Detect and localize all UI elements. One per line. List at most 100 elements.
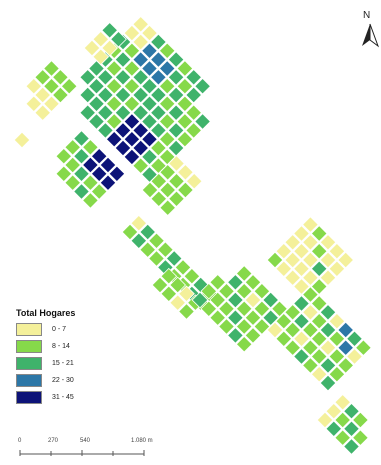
census-block xyxy=(158,42,176,60)
census-block xyxy=(141,42,158,60)
legend-swatch xyxy=(16,390,42,404)
census-block xyxy=(293,278,310,295)
census-block xyxy=(337,251,355,269)
census-block xyxy=(132,15,150,33)
census-block xyxy=(302,286,319,303)
census-block xyxy=(64,156,82,174)
census-block xyxy=(310,348,328,365)
census-block xyxy=(79,68,97,86)
census-block xyxy=(319,303,337,321)
census-block xyxy=(176,113,194,130)
census-block xyxy=(99,174,117,192)
census-block xyxy=(130,214,148,232)
census-block xyxy=(73,147,90,165)
census-block xyxy=(275,330,293,348)
census-block xyxy=(88,113,105,130)
census-block xyxy=(90,147,108,165)
census-block xyxy=(293,312,310,330)
scale-bar: 0 270 540 1.080 m xyxy=(18,438,158,458)
scale-label-1080: 1.080 m xyxy=(131,438,153,444)
census-block xyxy=(337,339,355,357)
census-block xyxy=(328,260,346,278)
census-block xyxy=(160,285,178,303)
census-block xyxy=(262,309,280,327)
census-block xyxy=(302,251,319,269)
census-block xyxy=(123,24,141,42)
census-block xyxy=(150,104,167,122)
census-block xyxy=(227,291,244,309)
census-block xyxy=(244,309,262,327)
census-block xyxy=(235,300,253,318)
census-block xyxy=(266,321,284,339)
census-block xyxy=(157,241,174,259)
census-block xyxy=(167,139,185,157)
census-block xyxy=(123,113,141,130)
census-block xyxy=(293,295,310,312)
census-block xyxy=(235,318,253,335)
legend-rows: 0 - 7 8 - 14 15 - 21 22 - 30 31 - 45 xyxy=(16,321,106,405)
census-block xyxy=(328,348,346,365)
census-block xyxy=(159,163,177,181)
legend-label: 31 - 45 xyxy=(52,393,74,401)
census-block xyxy=(178,285,195,303)
census-block xyxy=(114,139,132,157)
census-block xyxy=(123,148,141,166)
census-block xyxy=(99,156,117,174)
census-block xyxy=(352,429,369,447)
census-block xyxy=(43,95,60,113)
census-block xyxy=(302,303,319,321)
census-block xyxy=(150,68,167,86)
census-block xyxy=(235,282,253,300)
census-block xyxy=(167,122,185,139)
census-block xyxy=(352,411,369,429)
scale-label-270: 270 xyxy=(48,438,59,444)
census-block xyxy=(82,138,99,156)
census-block xyxy=(114,122,132,139)
census-block xyxy=(185,122,203,139)
census-block xyxy=(310,225,328,242)
census-block xyxy=(141,24,158,42)
census-block xyxy=(101,21,119,39)
legend-label: 8 - 14 xyxy=(52,342,70,350)
census-block xyxy=(185,68,203,86)
census-block xyxy=(158,77,176,95)
census-block xyxy=(178,303,195,320)
legend-row: 31 - 45 xyxy=(16,389,106,405)
census-block xyxy=(218,282,235,300)
census-block xyxy=(141,95,158,113)
census-block xyxy=(132,139,150,157)
legend-row: 15 - 21 xyxy=(16,355,106,371)
census-block xyxy=(185,86,203,104)
census-block xyxy=(310,312,328,330)
census-block xyxy=(302,216,319,233)
census-block xyxy=(310,365,328,383)
census-block xyxy=(293,330,310,348)
census-block xyxy=(132,68,150,86)
census-block xyxy=(334,411,352,429)
census-block xyxy=(73,130,90,147)
census-block xyxy=(123,130,141,148)
census-block xyxy=(284,269,302,287)
census-block xyxy=(123,95,141,113)
census-block xyxy=(194,113,211,130)
census-block xyxy=(141,60,158,77)
census-block xyxy=(151,276,169,294)
legend-row: 8 - 14 xyxy=(16,338,106,354)
census-block xyxy=(319,251,337,269)
census-block xyxy=(158,60,176,77)
scale-label-0: 0 xyxy=(18,438,22,444)
census-block xyxy=(141,77,158,95)
census-block xyxy=(191,291,209,309)
census-block xyxy=(139,223,157,241)
census-block xyxy=(200,300,218,318)
census-block xyxy=(244,327,262,344)
census-block xyxy=(319,374,337,392)
census-block xyxy=(176,77,194,95)
census-block xyxy=(209,291,227,309)
census-block xyxy=(167,86,185,104)
census-block xyxy=(200,282,218,300)
census-block xyxy=(185,104,203,122)
legend-label: 15 - 21 xyxy=(52,359,74,367)
census-block xyxy=(346,330,363,348)
census-block xyxy=(271,300,288,318)
